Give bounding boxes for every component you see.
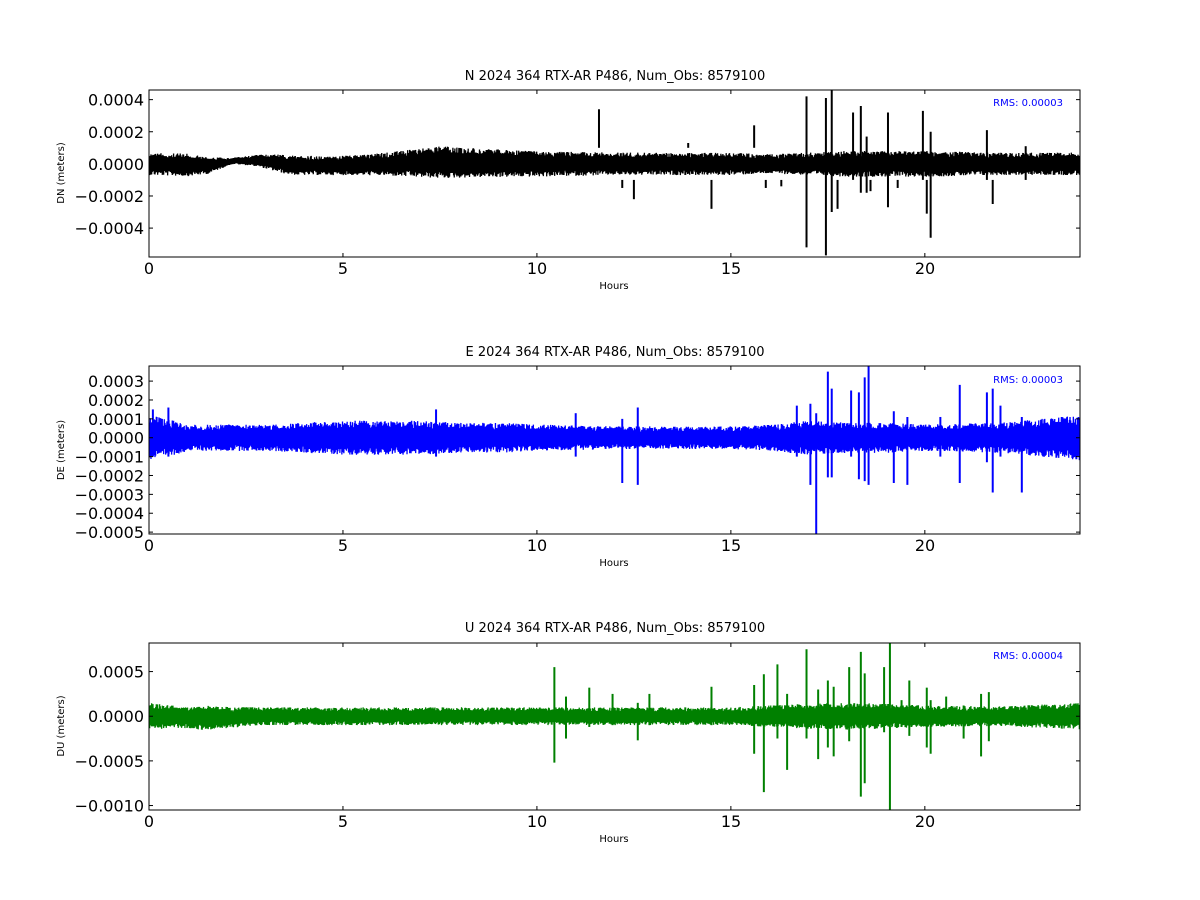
x-tick-label: 15	[721, 812, 741, 831]
y-ticks: 0.0003 0.0002 0.0001 0.0000 −0.0001 −0.0…	[75, 372, 144, 542]
y-tick-label: 0.0002	[88, 391, 144, 410]
x-tick-label: 10	[527, 259, 547, 278]
y-ticks: 0.0004 0.0002 0.0000 −0.0002 −0.0004	[75, 91, 144, 239]
y-ticks: 0.0005 0.0000 −0.0005 −0.0010	[75, 663, 144, 816]
x-tick-label: 5	[338, 812, 348, 831]
x-axis-label: Hours	[599, 281, 628, 292]
y-tick-label: 0.0000	[88, 155, 144, 174]
y-axis-label: DN (meters)	[56, 142, 67, 204]
x-tick-label: 15	[721, 536, 741, 555]
panel-up: U 2024 364 RTX-AR P486, Num_Obs: 8579100…	[56, 621, 1063, 845]
y-tick-label: 0.0002	[88, 123, 144, 142]
y-tick-label: −0.0005	[75, 752, 144, 771]
plot-layer	[148, 89, 1081, 811]
y-tick-label: −0.0004	[75, 504, 144, 523]
y-tick-label: −0.0005	[75, 523, 144, 542]
y-tick-label: 0.0001	[88, 410, 144, 429]
x-axis-label: Hours	[599, 834, 628, 845]
x-ticks: 0 5 10 15 20	[144, 259, 935, 278]
x-tick-label: 5	[338, 536, 348, 555]
x-tick-label: 20	[915, 812, 935, 831]
x-tick-label: 0	[144, 259, 154, 278]
y-tick-label: −0.0004	[75, 219, 144, 238]
x-tick-label: 20	[915, 259, 935, 278]
series-line	[149, 90, 1080, 256]
y-tick-label: −0.0001	[75, 448, 144, 467]
panel-north: N 2024 364 RTX-AR P486, Num_Obs: 8579100…	[56, 69, 1063, 292]
x-tick-label: 20	[915, 536, 935, 555]
y-tick-label: −0.0003	[75, 485, 144, 504]
series-line	[149, 643, 1080, 810]
y-tick-label: 0.0003	[88, 372, 144, 391]
panel-title: U 2024 364 RTX-AR P486, Num_Obs: 8579100	[465, 621, 765, 636]
rms-label: RMS: 0.00003	[993, 98, 1063, 109]
plot-area	[148, 89, 1081, 258]
rms-label: RMS: 0.00004	[993, 651, 1063, 662]
x-tick-label: 15	[721, 259, 741, 278]
noise-trace	[149, 416, 1080, 461]
y-tick-label: 0.0000	[88, 707, 144, 726]
y-tick-label: −0.0002	[75, 187, 144, 206]
noise-trace	[149, 703, 1080, 730]
y-tick-label: 0.0005	[88, 663, 144, 682]
panel-title: N 2024 364 RTX-AR P486, Num_Obs: 8579100	[465, 69, 765, 84]
x-axis-label: Hours	[599, 558, 628, 569]
series-line	[149, 366, 1080, 534]
y-tick-label: −0.0010	[75, 797, 144, 816]
x-tick-label: 10	[527, 812, 547, 831]
y-tick-label: −0.0002	[75, 467, 144, 486]
x-tick-label: 0	[144, 536, 154, 555]
y-axis-label: DE (meters)	[56, 420, 67, 480]
rms-label: RMS: 0.00003	[993, 375, 1063, 386]
plot-area	[148, 365, 1081, 535]
x-ticks: 0 5 10 15 20	[144, 536, 935, 555]
axes-frame	[148, 642, 1081, 811]
x-tick-label: 10	[527, 536, 547, 555]
y-tick-label: 0.0000	[88, 429, 144, 448]
x-ticks: 0 5 10 15 20	[144, 812, 935, 831]
x-tick-label: 5	[338, 259, 348, 278]
plot-area	[148, 642, 1081, 811]
panel-east: E 2024 364 RTX-AR P486, Num_Obs: 8579100…	[56, 345, 1063, 569]
noise-trace	[149, 146, 1080, 178]
x-tick-label: 0	[144, 812, 154, 831]
y-axis-label: DU (meters)	[56, 695, 67, 756]
y-tick-label: 0.0004	[88, 91, 144, 110]
axes-frame	[148, 365, 1081, 535]
panel-title: E 2024 364 RTX-AR P486, Num_Obs: 8579100	[466, 345, 765, 360]
axes-frame	[148, 89, 1081, 258]
